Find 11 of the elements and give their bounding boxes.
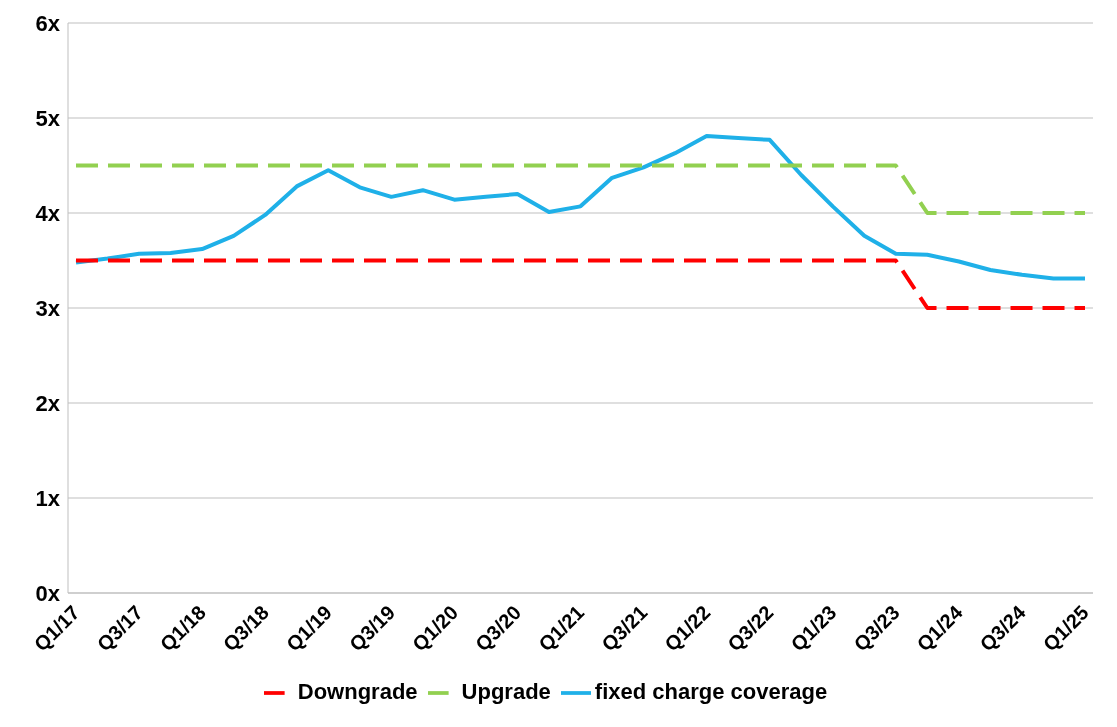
line-series: [74, 134, 1087, 281]
y-tick-label: 6x: [35, 10, 61, 36]
legend-label: Downgrade: [297, 678, 418, 704]
y-tick-label: 2x: [35, 390, 61, 416]
y-tick-label: 5x: [35, 105, 61, 131]
legend-label: Upgrade: [461, 678, 551, 704]
y-tick-label: 3x: [35, 295, 61, 321]
y-tick-label: 4x: [35, 200, 61, 226]
y-tick-label: 0x: [35, 580, 61, 606]
y-tick-label: 1x: [35, 485, 61, 511]
legend-label: fixed charge coverage: [594, 678, 828, 704]
